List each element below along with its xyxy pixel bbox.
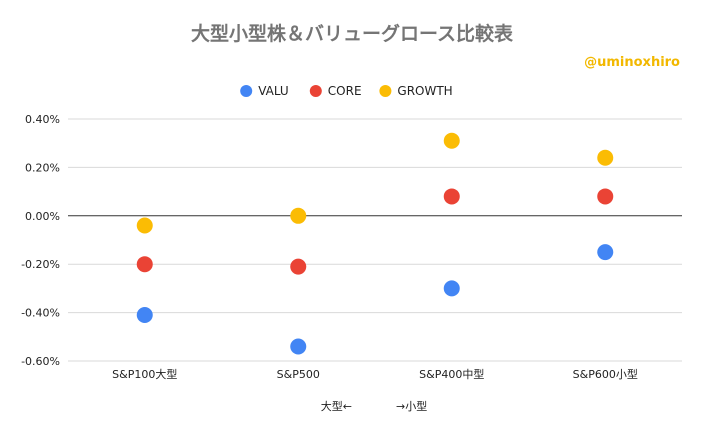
x-tick-label: S&P500 xyxy=(277,368,320,381)
y-tick-label: -0.20% xyxy=(21,258,60,271)
y-axis: 0.40% 0.20% 0.00% -0.20% -0.40% -0.60% xyxy=(21,113,60,368)
legend-label: VALU xyxy=(258,84,289,98)
x-axis-label: 大型← →小型 xyxy=(321,399,427,413)
chart-title: 大型小型株＆バリューグロース比較表 xyxy=(191,22,514,45)
legend-item-valu: VALU xyxy=(240,84,289,98)
y-tick-label: 0.00% xyxy=(25,210,60,223)
point-growth xyxy=(136,217,153,234)
legend-label: GROWTH xyxy=(397,84,452,98)
legend-item-core: CORE xyxy=(309,84,362,98)
legend-marker xyxy=(240,85,253,97)
grid-lines xyxy=(68,118,682,362)
legend-label: CORE xyxy=(328,84,362,98)
point-valu xyxy=(136,307,153,324)
x-tick-label: S&P100大型 xyxy=(112,367,177,381)
watermark-handle: @uminoxhiro xyxy=(584,55,680,70)
point-core xyxy=(597,188,614,205)
point-growth xyxy=(443,132,460,149)
point-valu xyxy=(290,338,307,355)
data-points xyxy=(136,132,614,355)
legend: VALU CORE GROWTH xyxy=(240,84,453,98)
legend-marker xyxy=(379,85,392,97)
point-valu xyxy=(443,280,460,297)
legend-item-growth: GROWTH xyxy=(379,84,453,98)
y-tick-label: -0.60% xyxy=(21,355,60,368)
y-tick-label: 0.20% xyxy=(25,161,60,174)
point-valu xyxy=(597,244,614,261)
point-growth xyxy=(597,149,614,166)
x-axis: S&P100大型 S&P500 S&P400中型 S&P600小型 xyxy=(112,367,638,381)
point-core xyxy=(290,258,307,275)
y-tick-label: 0.40% xyxy=(25,113,60,126)
x-tick-label: S&P400中型 xyxy=(419,367,484,381)
x-tick-label: S&P600小型 xyxy=(573,367,638,381)
point-core xyxy=(136,256,153,273)
point-core xyxy=(443,188,460,205)
point-growth xyxy=(290,207,307,224)
legend-marker xyxy=(309,85,322,97)
y-tick-label: -0.40% xyxy=(21,307,60,320)
